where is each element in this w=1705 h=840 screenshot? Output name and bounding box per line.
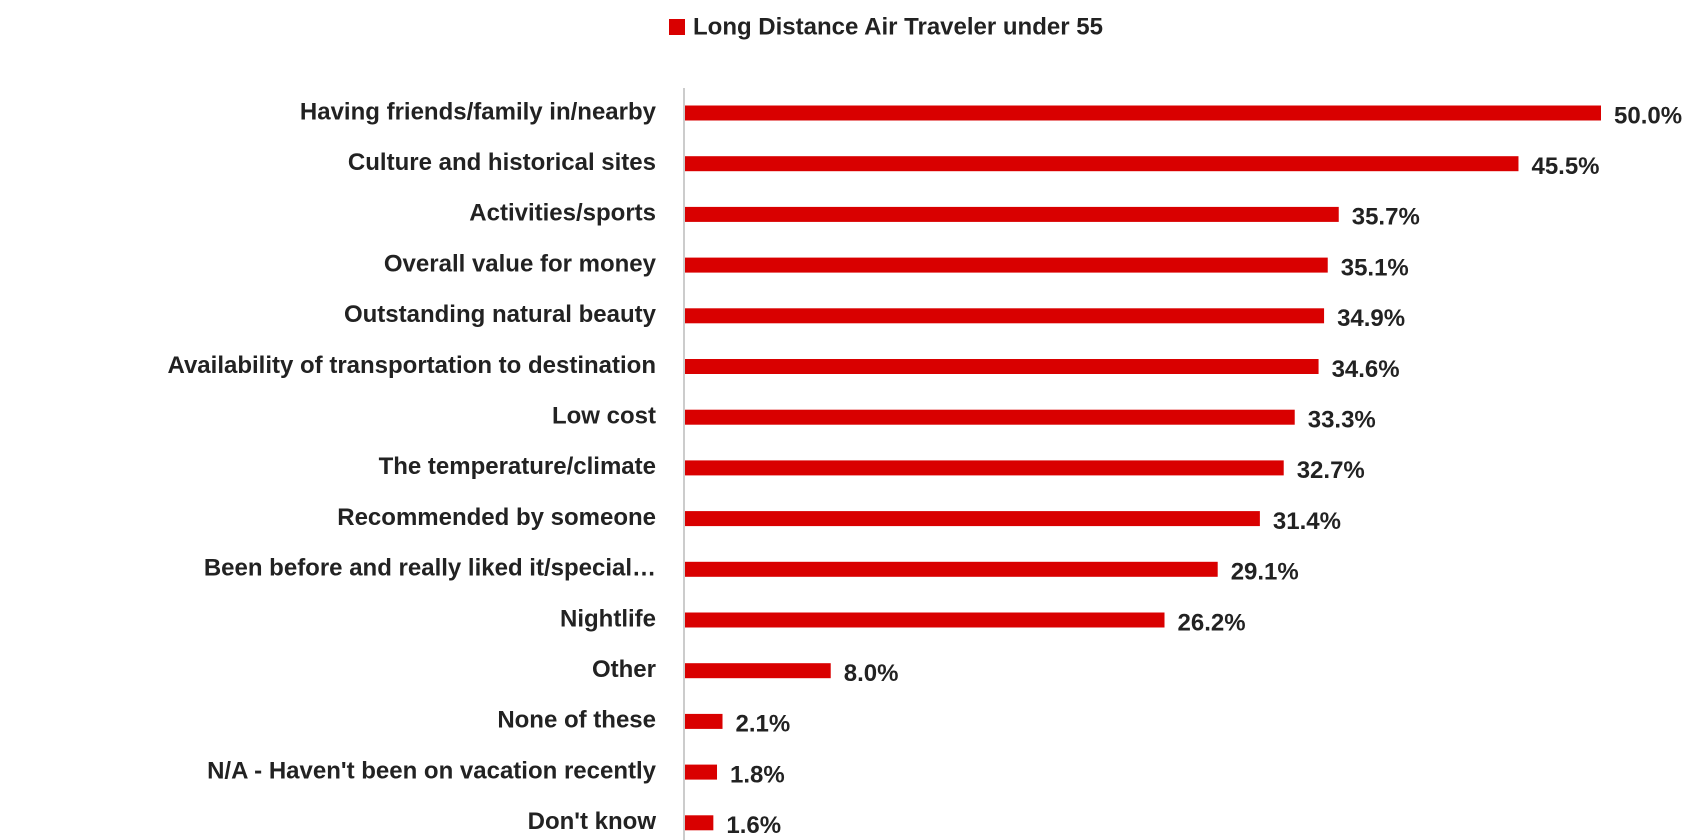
bar	[685, 561, 1218, 577]
category-label: Low cost	[552, 403, 656, 430]
value-label: 35.7%	[1352, 204, 1420, 231]
bar	[685, 663, 831, 679]
value-label: 2.1%	[736, 711, 791, 738]
category-label: Been before and really liked it/special…	[204, 555, 656, 582]
category-label: Having friends/family in/nearby	[300, 98, 657, 125]
value-label: 33.3%	[1308, 407, 1376, 434]
bar	[685, 612, 1165, 628]
value-label: 32.7%	[1297, 457, 1365, 484]
value-label: 1.8%	[730, 761, 785, 788]
value-label: 31.4%	[1273, 508, 1341, 535]
bar	[685, 257, 1328, 273]
value-label: 34.6%	[1332, 356, 1400, 383]
value-label: 34.9%	[1337, 305, 1405, 332]
bar	[685, 359, 1319, 374]
bar	[685, 308, 1325, 324]
bar	[685, 409, 1295, 425]
bar	[685, 511, 1260, 527]
bar	[685, 815, 714, 831]
legend-label: Long Distance Air Traveler under 55	[693, 13, 1103, 40]
bar	[685, 460, 1284, 476]
category-label: Outstanding natural beauty	[344, 301, 657, 328]
value-label: 8.0%	[844, 660, 899, 687]
category-label: Activities/sports	[469, 200, 656, 227]
category-label: Culture and historical sites	[348, 149, 656, 176]
value-label: 29.1%	[1231, 559, 1299, 586]
bar	[685, 206, 1339, 222]
category-label: N/A - Haven't been on vacation recently	[207, 757, 657, 784]
category-label: The temperature/climate	[379, 453, 656, 480]
bar	[685, 713, 723, 729]
category-label: Recommended by someone	[337, 504, 656, 531]
category-label: Other	[592, 656, 656, 683]
bar	[685, 105, 1601, 121]
value-label: 35.1%	[1341, 254, 1409, 281]
value-label: 45.5%	[1531, 153, 1599, 180]
value-label: 1.6%	[726, 812, 781, 839]
bar	[685, 764, 718, 780]
category-label: Don't know	[528, 808, 657, 835]
bar	[685, 156, 1519, 172]
value-label: 26.2%	[1178, 609, 1246, 636]
legend-swatch	[669, 19, 685, 35]
category-label: Availability of transportation to destin…	[168, 352, 656, 379]
category-label: None of these	[497, 707, 656, 734]
category-label: Nightlife	[560, 605, 656, 632]
value-label: 50.0%	[1614, 102, 1682, 129]
category-label: Overall value for money	[384, 250, 657, 277]
